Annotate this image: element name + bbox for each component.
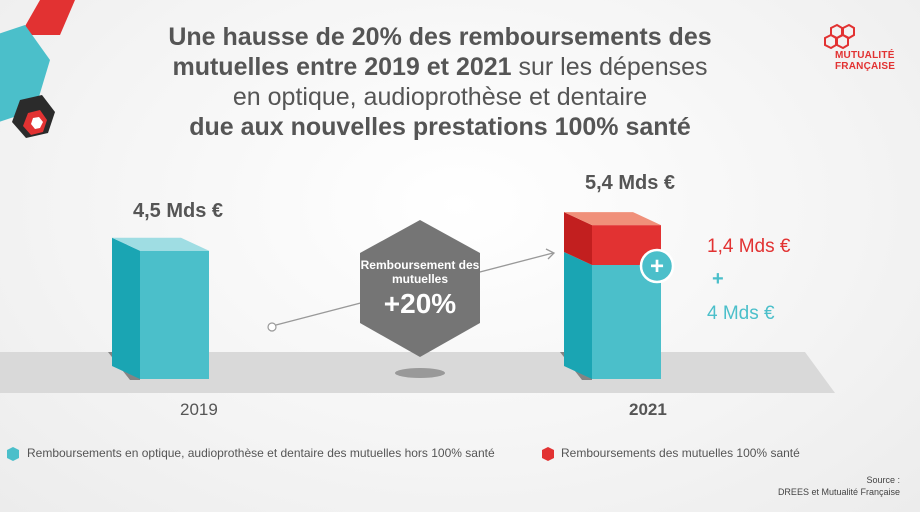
bar-2021-top (564, 212, 661, 226)
hexagon-shadow (395, 368, 445, 378)
segment-teal-label: 4 Mds € (707, 303, 775, 324)
bars-group (112, 212, 661, 379)
bar-2021-seg1-side (564, 212, 592, 265)
title-line-4: due aux nouvelles prestations 100% santé (189, 113, 691, 141)
bar-2019-top (112, 237, 209, 251)
title-line-3: en optique, audioprothèse et dentaire (232, 83, 648, 111)
logo-text: MUTUALITÉ FRANÇAISE (835, 50, 895, 72)
segment-plus-label: + (712, 268, 724, 290)
legend-red-swatch (542, 447, 554, 461)
bar-2019-seg0-side (112, 237, 140, 379)
title-line-2: mutuelles entre 2019 et 2021 sur les dép… (120, 52, 760, 82)
chart-title: Une hausse de 20% des remboursements des… (120, 22, 760, 142)
growth-arrow-head (545, 248, 556, 260)
legend-item-red: Remboursements des mutuelles 100% santé (561, 446, 800, 460)
decorative-hexagons (0, 0, 75, 138)
source-label: Source : (866, 475, 900, 485)
total-2019-label: 4,5 Mds € (133, 200, 224, 222)
segment-red-label: 1,4 Mds € (707, 236, 791, 257)
plus-badge (639, 248, 675, 284)
legend-item-teal: Remboursements en optique, audioprothèse… (27, 446, 495, 460)
title-line-2-bold: mutuelles entre 2019 et 2021 (172, 53, 512, 81)
bar-2021-seg0 (592, 265, 661, 379)
growth-annotation-text: Remboursement des mutuelles (360, 258, 480, 286)
growth-annotation: Remboursement des mutuelles +20% (355, 258, 485, 320)
year-label-2021: 2021 (629, 400, 667, 419)
bar-2019-seg0 (140, 250, 209, 379)
logo-line-2: FRANÇAISE (835, 61, 896, 72)
growth-hexagon (360, 220, 480, 357)
logo-line-1: MUTUALITÉ (835, 50, 895, 61)
arrow-start-dot (267, 322, 277, 332)
title-line-1: Une hausse de 20% des remboursements des (168, 23, 712, 51)
year-label-2019: 2019 (180, 400, 218, 419)
plus-badge-icon: + (650, 253, 664, 280)
title-line-2-rest: sur les dépenses (511, 53, 708, 81)
legend-teal-swatch (7, 447, 19, 461)
source-note: Source : DREES et Mutualité Française (778, 474, 900, 498)
total-2021-label: 5,4 Mds € (585, 172, 676, 194)
bar-2021-seg0-side (564, 252, 592, 379)
growth-annotation-value: +20% (383, 288, 457, 319)
source-text: DREES et Mutualité Française (777, 487, 900, 497)
mutualite-logo-icon (824, 23, 855, 50)
